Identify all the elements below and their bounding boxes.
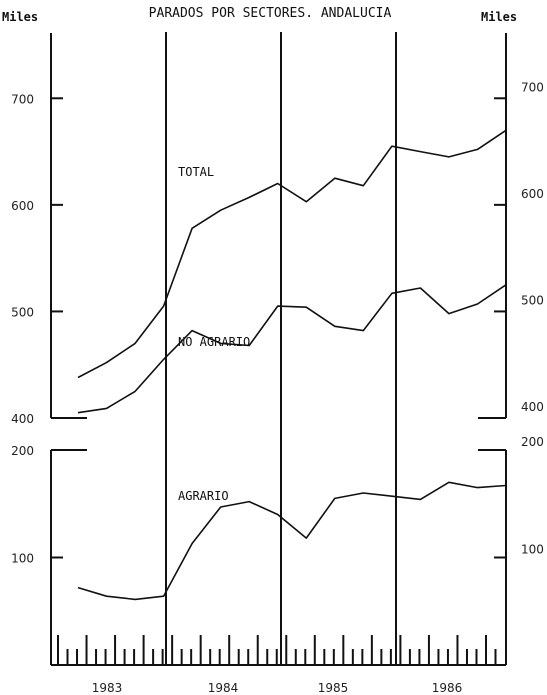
- series-label: TOTAL: [178, 165, 214, 179]
- unit-label-right: Miles: [481, 10, 517, 24]
- series-lines: [77, 129, 507, 601]
- unit-label-left: Miles: [2, 10, 38, 24]
- x-tick-label: 1985: [318, 681, 349, 695]
- chart-title: PARADOS POR SECTORES. ANDALUCIA: [149, 6, 392, 21]
- y-tick-label-left: 400: [11, 412, 34, 426]
- series-labels: TOTAL NO AGRARIO AGRARIO: [178, 165, 250, 503]
- y-tick-label-right: 600: [521, 187, 544, 201]
- x-tick-label: 1983: [92, 681, 123, 695]
- y-tick-label-left: 100: [11, 552, 34, 566]
- y-tick-label-right: 500: [521, 293, 544, 307]
- y-tick-label-right: 200: [521, 435, 544, 449]
- y-tick-label-left: 500: [11, 305, 34, 319]
- y-tick-label-left: 200: [11, 444, 34, 458]
- x-tick-label: 1986: [432, 681, 463, 695]
- axes: [50, 33, 507, 666]
- series-line-agrario: [77, 481, 507, 601]
- x-tick-label: 1984: [208, 681, 239, 695]
- y-tick-label-left: 700: [11, 92, 34, 106]
- y-tick-label-right: 100: [521, 543, 544, 557]
- y-tick-label-left: 600: [11, 199, 34, 213]
- y-tick-label-right: 400: [521, 400, 544, 414]
- year-guides: [165, 32, 397, 665]
- tick-labels: 400 400 500 500 600 600 700 700 100 100 200 200 1983…: [11, 80, 544, 695]
- y-tick-label-right: 700: [521, 80, 544, 94]
- series-line-no-agrario: [77, 284, 507, 414]
- series-label: NO AGRARIO: [178, 335, 250, 349]
- series-line-total: [77, 129, 507, 379]
- series-label: AGRARIO: [178, 489, 229, 503]
